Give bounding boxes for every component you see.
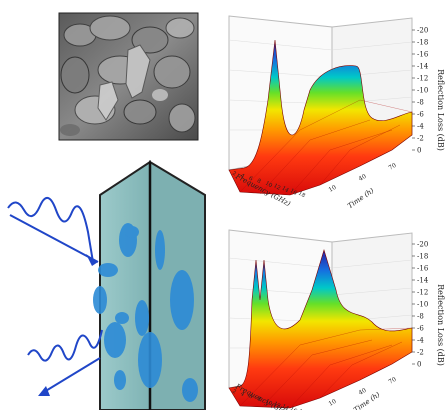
frequency-tick-label: 2 [231,389,237,396]
z-axis-label: Reflection Loss (dB) [436,69,445,151]
z-tick-label: 0 [417,361,421,369]
frequency-tick-label: 8 [256,178,262,185]
frequency-tick-label: 12 [272,183,281,192]
rl-3d-chart-bottom: -20-18-16-14-12-10-8-6-4-20 Reflection L… [228,229,445,410]
time-axis-ticks: 10 40 70 [328,162,398,194]
frequency-tick-label: 10 [264,399,273,408]
frequency-tick-label: 18 [297,191,306,200]
frequency-tick-label: 2 [231,171,237,178]
time-tick-label: 40 [358,387,368,397]
frequency-tick-label: 6 [248,176,254,183]
z-tick-label: -18 [417,253,428,261]
rl-3d-chart-top: -20-18-16-14-12-10-8-6-4-20 Reflection L… [228,15,445,210]
reflected-wave [27,329,103,396]
absorber-slab-diagram [93,160,206,410]
z-tick-label: 0 [417,147,421,155]
z-tick-label: -16 [417,265,429,273]
z-axis-label: Reflection Loss (dB) [436,284,445,366]
frequency-tick-label: 8 [256,396,262,403]
z-tick-label: -14 [417,63,429,71]
z-tick-label: -8 [417,99,424,107]
frequency-tick-label: 16 [289,406,298,410]
frequency-tick-label: 4 [239,391,245,398]
y-axis-label: Time (h) [346,186,375,210]
z-tick-label: -20 [417,27,428,35]
frequency-tick-label: 18 [297,409,306,410]
z-tick-label: -20 [417,241,428,249]
y-axis-label: Time (h) [352,390,381,410]
sem-micrograph [58,12,199,141]
frequency-tick-label: 6 [248,394,254,401]
z-tick-label: -14 [417,277,429,285]
frequency-tick-label: 10 [264,181,273,190]
z-axis-ticks: -20-18-16-14-12-10-8-6-4-20 [412,241,429,369]
frequency-tick-label: 16 [289,188,298,197]
time-tick-label: 70 [388,162,398,172]
frequency-tick-label: 12 [272,401,281,410]
z-tick-label: -8 [417,313,424,321]
time-tick-label: 10 [328,398,338,408]
z-tick-label: -6 [417,325,424,333]
z-tick-label: -2 [417,135,424,143]
incident-wave [7,197,99,266]
z-tick-label: -2 [417,349,424,357]
z-tick-label: -4 [417,123,424,131]
time-tick-label: 40 [358,173,368,183]
frequency-tick-label: 14 [281,186,290,195]
rl-surface-bottom [228,248,413,409]
time-tick-label: 10 [328,184,338,194]
z-tick-label: -12 [417,75,428,83]
time-axis-ticks: 10 40 70 [328,376,398,408]
z-axis-ticks: -20-18-16-14-12-10-8-6-4-20 [412,27,429,155]
frequency-tick-label: 4 [239,173,245,180]
z-tick-label: -10 [417,301,428,309]
frequency-tick-label: 14 [281,404,290,410]
z-tick-label: -12 [417,289,428,297]
z-tick-label: -10 [417,87,428,95]
z-tick-label: -18 [417,39,428,47]
time-tick-label: 70 [388,376,398,386]
z-tick-label: -6 [417,111,424,119]
z-tick-label: -16 [417,51,429,59]
z-tick-label: -4 [417,337,424,345]
